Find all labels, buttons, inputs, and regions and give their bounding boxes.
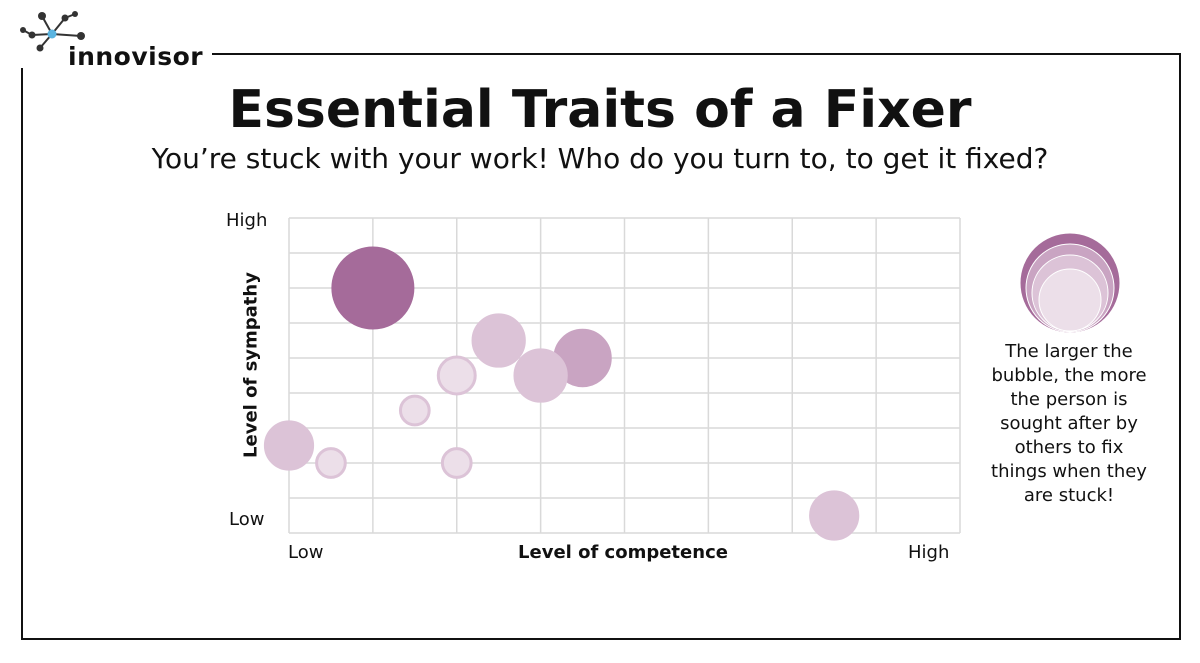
- content-frame: [21, 53, 1181, 640]
- x-axis-label: Level of competence: [518, 542, 728, 563]
- data-bubble: [315, 447, 347, 479]
- page-title: Essential Traits of a Fixer: [228, 80, 972, 140]
- y-tick-low: Low: [229, 509, 265, 530]
- x-tick-low: Low: [288, 542, 324, 563]
- data-bubble: [471, 313, 526, 368]
- legend-text: The larger the bubble, the more the pers…: [991, 341, 1147, 506]
- data-bubble: [436, 355, 477, 396]
- data-bubble: [398, 394, 431, 427]
- y-axis-label: Level of sympathy: [240, 272, 262, 458]
- brand-logo: innovisor: [18, 8, 208, 71]
- data-bubble: [263, 420, 315, 471]
- x-tick-high: High: [908, 542, 950, 563]
- logo-background: [16, 38, 212, 68]
- legend-bubble: [1038, 268, 1102, 332]
- y-tick-high: High: [226, 210, 268, 231]
- brand-name: innovisor: [68, 42, 204, 71]
- data-bubble: [440, 447, 473, 479]
- network-icon: [20, 11, 85, 52]
- page-subtitle: You’re stuck with your work! Who do you …: [151, 142, 1049, 175]
- data-bubble: [331, 246, 415, 330]
- data-bubble: [513, 348, 568, 403]
- data-bubble: [809, 490, 860, 541]
